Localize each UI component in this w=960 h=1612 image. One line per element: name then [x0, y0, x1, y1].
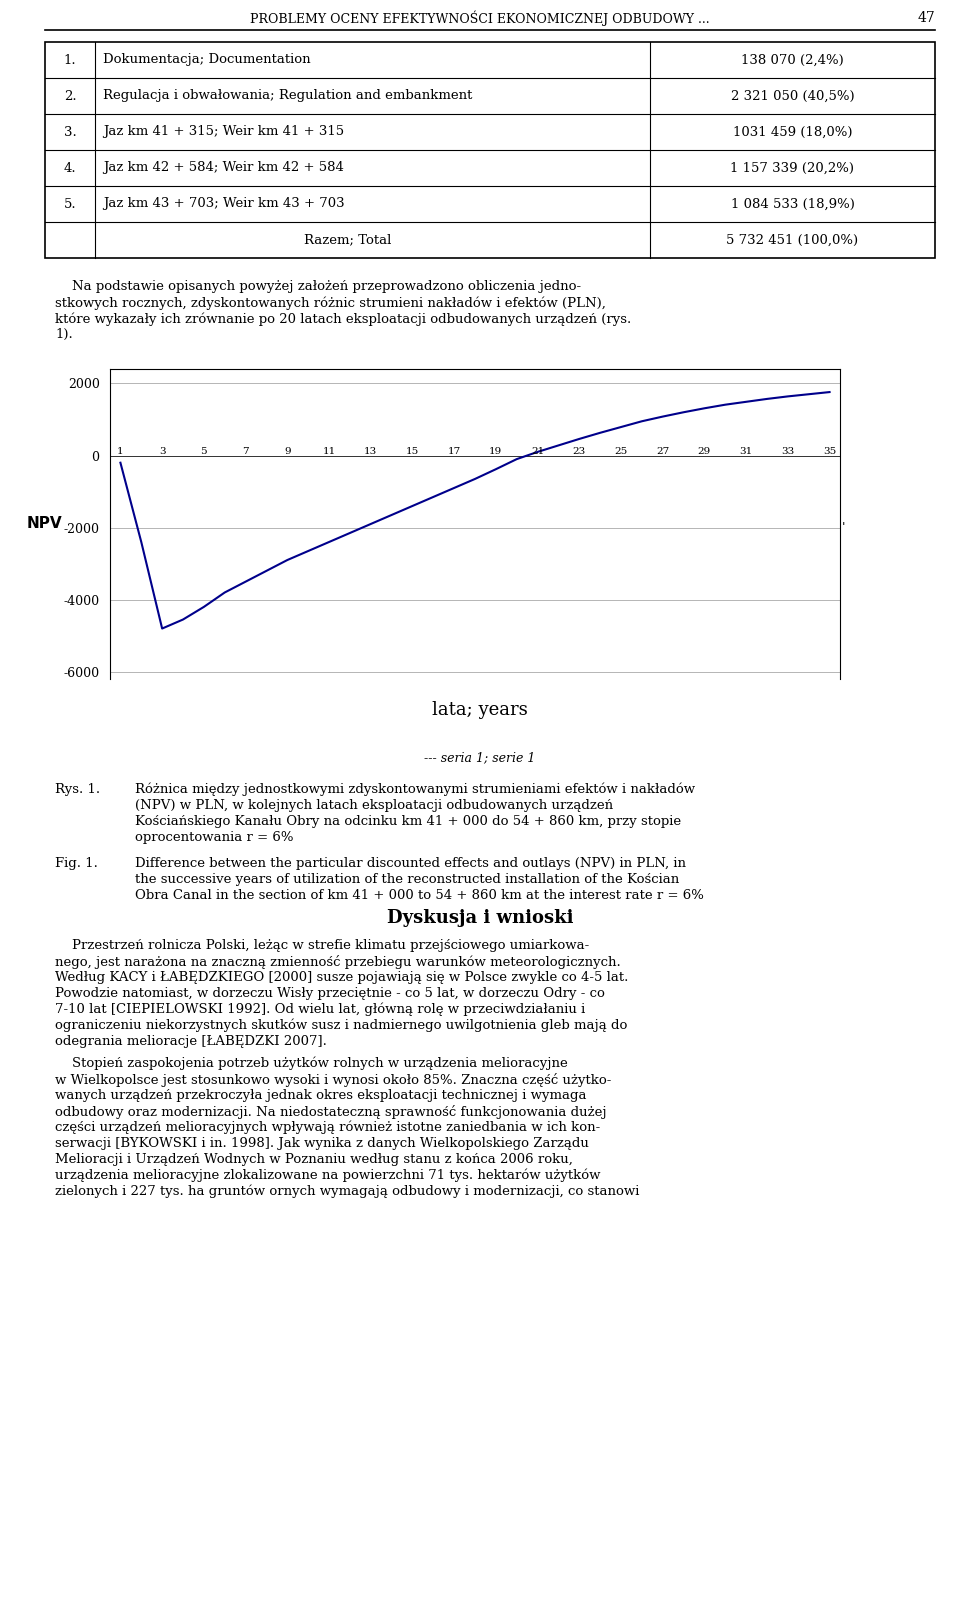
- Text: Stopień zaspokojenia potrzeb użytków rolnych w urządzenia melioracyjne: Stopień zaspokojenia potrzeb użytków rol…: [55, 1057, 567, 1070]
- Text: 35: 35: [823, 447, 836, 456]
- Text: Różnica między jednostkowymi zdyskontowanymi strumieniami efektów i nakładów: Różnica między jednostkowymi zdyskontowa…: [135, 783, 695, 796]
- Text: 21: 21: [531, 447, 544, 456]
- Text: Powodzie natomiast, w dorzeczu Wisły przeciętnie - co 5 lat, w dorzeczu Odry - c: Powodzie natomiast, w dorzeczu Wisły prz…: [55, 987, 605, 999]
- Text: Rys. 1.: Rys. 1.: [55, 783, 100, 796]
- Text: 29: 29: [698, 447, 711, 456]
- Text: 1031 459 (18,0%): 1031 459 (18,0%): [732, 126, 852, 139]
- Text: ograniczeniu niekorzystnych skutków susz i nadmiernego uwilgotnienia gleb mają d: ograniczeniu niekorzystnych skutków susz…: [55, 1019, 628, 1033]
- Text: Jaz km 43 + 703; Weir km 43 + 703: Jaz km 43 + 703; Weir km 43 + 703: [103, 198, 345, 211]
- Text: Fig. 1.: Fig. 1.: [55, 858, 98, 870]
- Text: odbudowy oraz modernizacji. Na niedostateczną sprawność funkcjonowania dużej: odbudowy oraz modernizacji. Na niedostat…: [55, 1104, 607, 1119]
- Text: Przestrzeń rolnicza Polski, leżąc w strefie klimatu przejściowego umiarkowa-: Przestrzeń rolnicza Polski, leżąc w stre…: [55, 940, 589, 953]
- Text: Melioracji i Urządzeń Wodnych w Poznaniu według stanu z końca 2006 roku,: Melioracji i Urządzeń Wodnych w Poznaniu…: [55, 1153, 573, 1165]
- Text: 9: 9: [284, 447, 291, 456]
- Text: 33: 33: [781, 447, 795, 456]
- Text: Kościańskiego Kanału Obry na odcinku km 41 + 000 do 54 + 860 km, przy stopie: Kościańskiego Kanału Obry na odcinku km …: [135, 816, 682, 829]
- Text: 27: 27: [656, 447, 669, 456]
- Bar: [45, 42, 935, 258]
- Text: zielonych i 227 tys. ha gruntów ornych wymagają odbudowy i modernizacji, co stan: zielonych i 227 tys. ha gruntów ornych w…: [55, 1185, 639, 1198]
- Text: w Wielkopolsce jest stosunkowo wysoki i wynosi około 85%. Znaczna część użytko-: w Wielkopolsce jest stosunkowo wysoki i …: [55, 1074, 612, 1086]
- Text: Obra Canal in the section of km 41 + 000 to 54 + 860 km at the interest rate r =: Obra Canal in the section of km 41 + 000…: [135, 888, 704, 903]
- Text: 2 321 050 (40,5%): 2 321 050 (40,5%): [731, 90, 854, 103]
- Text: Difference between the particular discounted effects and outlays (NPV) in PLN, i: Difference between the particular discou…: [135, 858, 686, 870]
- Text: the successive years of utilization of the reconstructed installation of the Koś: the successive years of utilization of t…: [135, 874, 680, 887]
- Text: --- seria 1; serie 1: --- seria 1; serie 1: [424, 751, 536, 764]
- Text: ': ': [842, 521, 846, 534]
- Text: 11: 11: [323, 447, 336, 456]
- Text: 2.: 2.: [63, 90, 76, 103]
- Text: Dyskusja i wnioski: Dyskusja i wnioski: [387, 909, 573, 927]
- Text: Na podstawie opisanych powyżej założeń przeprowadzono obliczenia jedno-: Na podstawie opisanych powyżej założeń p…: [55, 280, 581, 293]
- Text: 5 732 451 (100,0%): 5 732 451 (100,0%): [727, 234, 858, 247]
- Text: części urządzeń melioracyjnych wpływają również istotne zaniedbania w ich kon-: części urządzeń melioracyjnych wpływają …: [55, 1120, 600, 1135]
- Text: 23: 23: [573, 447, 586, 456]
- Text: 25: 25: [614, 447, 628, 456]
- Text: Jaz km 42 + 584; Weir km 42 + 584: Jaz km 42 + 584; Weir km 42 + 584: [103, 161, 344, 174]
- Text: 1.: 1.: [63, 53, 76, 66]
- Text: 47: 47: [917, 11, 935, 26]
- Text: (NPV) w PLN, w kolejnych latach eksploatacji odbudowanych urządzeń: (NPV) w PLN, w kolejnych latach eksploat…: [135, 800, 613, 812]
- Text: 138 070 (2,4%): 138 070 (2,4%): [741, 53, 844, 66]
- Text: które wykazały ich zrównanie po 20 latach eksploatacji odbudowanych urządzeń (ry: które wykazały ich zrównanie po 20 latac…: [55, 313, 632, 326]
- Text: 1: 1: [117, 447, 124, 456]
- Text: Według KACY i ŁABĘDZKIEGO [2000] susze pojawiają się w Polsce zwykle co 4-5 lat.: Według KACY i ŁABĘDZKIEGO [2000] susze p…: [55, 970, 629, 983]
- Text: 3.: 3.: [63, 126, 77, 139]
- Text: lata; years: lata; years: [432, 701, 528, 719]
- Text: odegrania melioracje [ŁABĘDZKI 2007].: odegrania melioracje [ŁABĘDZKI 2007].: [55, 1035, 326, 1048]
- Text: 5: 5: [201, 447, 207, 456]
- Text: wanych urządzeń przekroczyła jednak okres eksploatacji technicznej i wymaga: wanych urządzeń przekroczyła jednak okre…: [55, 1090, 587, 1103]
- Text: 7-10 lat [CIEPIELOWSKI 1992]. Od wielu lat, główną rolę w przeciwdziałaniu i: 7-10 lat [CIEPIELOWSKI 1992]. Od wielu l…: [55, 1003, 586, 1017]
- Text: oprocentowania r = 6%: oprocentowania r = 6%: [135, 832, 294, 845]
- Text: 1 157 339 (20,2%): 1 157 339 (20,2%): [731, 161, 854, 174]
- Text: 17: 17: [447, 447, 461, 456]
- Text: 19: 19: [490, 447, 502, 456]
- Text: nego, jest narażona na znaczną zmienność przebiegu warunków meteorologicznych.: nego, jest narażona na znaczną zmienność…: [55, 954, 621, 969]
- Text: 5.: 5.: [63, 198, 76, 211]
- Text: 7: 7: [242, 447, 249, 456]
- Text: 13: 13: [364, 447, 377, 456]
- Text: Jaz km 41 + 315; Weir km 41 + 315: Jaz km 41 + 315; Weir km 41 + 315: [103, 126, 344, 139]
- Text: PROBLEMY OCENY EFEKTYWNOŚCI EKONOMICZNEJ ODBUDOWY ...: PROBLEMY OCENY EFEKTYWNOŚCI EKONOMICZNEJ…: [251, 10, 709, 26]
- Text: serwacji [BYKOWSKI i in. 1998]. Jak wynika z danych Wielkopolskiego Zarządu: serwacji [BYKOWSKI i in. 1998]. Jak wyni…: [55, 1136, 588, 1149]
- Text: NPV: NPV: [27, 516, 62, 532]
- Text: 1).: 1).: [55, 327, 73, 342]
- Text: 15: 15: [406, 447, 420, 456]
- Text: 3: 3: [158, 447, 165, 456]
- Text: Razem; Total: Razem; Total: [303, 234, 391, 247]
- Text: 4.: 4.: [63, 161, 76, 174]
- Text: 1 084 533 (18,9%): 1 084 533 (18,9%): [731, 198, 854, 211]
- Text: 31: 31: [739, 447, 753, 456]
- Text: stkowych rocznych, zdyskontowanych różnic strumieni nakładów i efektów (PLN),: stkowych rocznych, zdyskontowanych różni…: [55, 297, 606, 310]
- Text: Dokumentacja; Documentation: Dokumentacja; Documentation: [103, 53, 311, 66]
- Text: urządzenia melioracyjne zlokalizowane na powierzchni 71 tys. hektarów użytków: urządzenia melioracyjne zlokalizowane na…: [55, 1169, 601, 1183]
- Text: Regulacja i obwałowania; Regulation and embankment: Regulacja i obwałowania; Regulation and …: [103, 90, 472, 103]
